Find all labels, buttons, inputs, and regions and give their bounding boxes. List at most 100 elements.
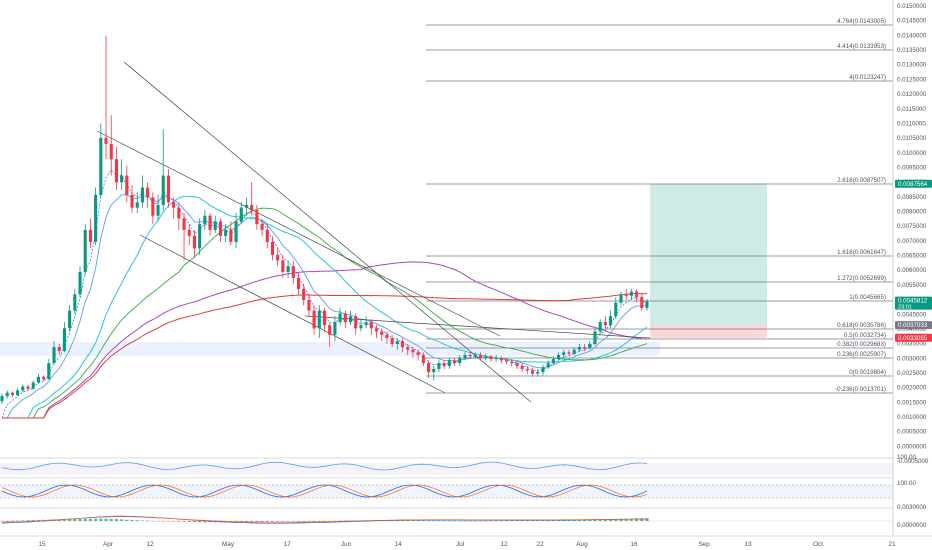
candle-body bbox=[99, 137, 103, 195]
price-tick-label: 0.0045000 bbox=[897, 311, 927, 318]
macd-histogram-bar bbox=[551, 519, 555, 521]
moving-average-line bbox=[2, 194, 648, 419]
panel-tick-label: 0.0000000 bbox=[897, 522, 927, 529]
macd-histogram-bar bbox=[68, 519, 72, 521]
fib-label: 1.618(0.0061647) bbox=[837, 249, 886, 256]
macd-histogram-bar bbox=[255, 521, 259, 523]
candle-body bbox=[577, 347, 581, 350]
time-tick-label: 21 bbox=[888, 541, 896, 548]
macd-histogram-bar bbox=[432, 520, 436, 522]
time-tick-label: Jun bbox=[341, 541, 352, 548]
candle-body bbox=[333, 322, 337, 335]
stoch-d-line bbox=[1, 484, 648, 498]
price-tick-label: -0.0005000 bbox=[897, 458, 929, 465]
candle-body bbox=[218, 221, 223, 236]
price-tick-label: 0.0120000 bbox=[897, 91, 927, 98]
candle-body bbox=[250, 205, 254, 211]
time-tick-label: May bbox=[222, 541, 235, 548]
price-tick-label: 0.0105000 bbox=[897, 135, 927, 142]
macd-histogram-bar bbox=[104, 518, 108, 521]
moving-average-line bbox=[2, 261, 648, 419]
trend-line bbox=[304, 315, 651, 339]
price-tag-timer: 23:01 bbox=[898, 305, 912, 311]
macd-histogram-bar bbox=[499, 520, 503, 522]
candle-body bbox=[635, 291, 639, 298]
candle-body bbox=[322, 310, 327, 326]
candle-body bbox=[463, 354, 467, 358]
fib-label: 1(0.0045665) bbox=[849, 294, 886, 301]
macd-histogram-bar bbox=[265, 521, 269, 522]
macd-histogram-bar bbox=[515, 520, 519, 521]
candle-body bbox=[312, 310, 316, 329]
moving-average-line bbox=[2, 207, 648, 419]
macd-histogram-bar bbox=[494, 520, 498, 522]
macd-histogram-bar bbox=[504, 520, 509, 522]
trend-line bbox=[139, 234, 446, 394]
macd-histogram-bar bbox=[463, 520, 467, 522]
time-tick-label: 22 bbox=[536, 541, 544, 548]
macd-histogram-bar bbox=[88, 518, 92, 521]
macd-histogram-bar bbox=[489, 520, 493, 522]
candle-body bbox=[296, 277, 301, 289]
price-tick-label: 0.0110000 bbox=[897, 120, 926, 127]
moving-average-line bbox=[2, 195, 648, 419]
candle-body bbox=[473, 354, 477, 357]
fib-label: 1.272(0.0052699) bbox=[837, 275, 886, 282]
macd-histogram-bar bbox=[525, 520, 529, 521]
candle-body bbox=[609, 316, 613, 326]
candle-body bbox=[21, 386, 25, 391]
fib-label: 4.414(0.0133953) bbox=[837, 43, 886, 50]
candle-body bbox=[426, 363, 431, 373]
candle-body bbox=[385, 334, 389, 339]
fib-label: 4.764(0.0143005) bbox=[837, 18, 886, 25]
candle-body bbox=[400, 341, 405, 348]
macd-histogram-bar bbox=[16, 520, 20, 522]
candle-body bbox=[348, 316, 353, 323]
candle-body bbox=[583, 347, 587, 349]
macd-histogram-bar bbox=[73, 518, 77, 521]
macd-histogram-bar bbox=[31, 520, 35, 521]
macd-histogram-bar bbox=[302, 521, 306, 522]
candle-body bbox=[281, 260, 285, 272]
price-tick-label: 0.0040000 bbox=[897, 326, 927, 333]
macd-histogram-bar bbox=[177, 521, 181, 522]
time-tick-label: Oct bbox=[813, 541, 823, 548]
macd-histogram-bar bbox=[21, 520, 25, 521]
macd-histogram-bar bbox=[151, 520, 155, 522]
candle-body bbox=[411, 349, 415, 353]
macd-histogram-bar bbox=[442, 520, 446, 522]
price-tick-label: 0.0000000 bbox=[897, 443, 927, 450]
price-tick-label: 0.0130000 bbox=[897, 62, 927, 69]
candle-body bbox=[161, 175, 165, 206]
macd-histogram-bar bbox=[629, 518, 633, 521]
candle-body bbox=[146, 187, 150, 198]
macd-histogram-bar bbox=[400, 520, 405, 521]
price-tick-label: 0.0115000 bbox=[897, 106, 926, 113]
candle-body bbox=[125, 175, 129, 195]
macd-histogram-bar bbox=[645, 518, 649, 521]
candle-body bbox=[260, 224, 264, 230]
price-tag-value: 0.0033085 bbox=[898, 335, 928, 342]
macd-histogram-bar bbox=[546, 520, 550, 521]
macd-histogram-bar bbox=[182, 521, 186, 522]
price-tick-label: 0.0010000 bbox=[897, 414, 927, 421]
candle-body bbox=[510, 361, 514, 364]
price-tag bbox=[895, 321, 932, 330]
candle-body bbox=[390, 338, 394, 345]
candle-body bbox=[255, 210, 259, 225]
macd-histogram-bar bbox=[619, 518, 623, 521]
candle-body bbox=[203, 215, 207, 225]
price-tag bbox=[895, 333, 932, 342]
macd-histogram-bar bbox=[307, 521, 311, 522]
moving-average-line bbox=[2, 293, 647, 419]
fib-label: 0.618(0.0035786) bbox=[837, 322, 886, 329]
panel-tick-label: 100.00 bbox=[897, 454, 916, 461]
candle-body bbox=[452, 360, 457, 364]
macd-histogram-bar bbox=[250, 521, 254, 523]
candle-body bbox=[557, 354, 561, 360]
position-stop-zone bbox=[650, 325, 767, 338]
macd-histogram-bar bbox=[286, 521, 290, 522]
macd-histogram-bar bbox=[317, 521, 321, 522]
macd-histogram-bar bbox=[437, 520, 441, 522]
panel-tick-label: 100.00 bbox=[897, 480, 916, 487]
